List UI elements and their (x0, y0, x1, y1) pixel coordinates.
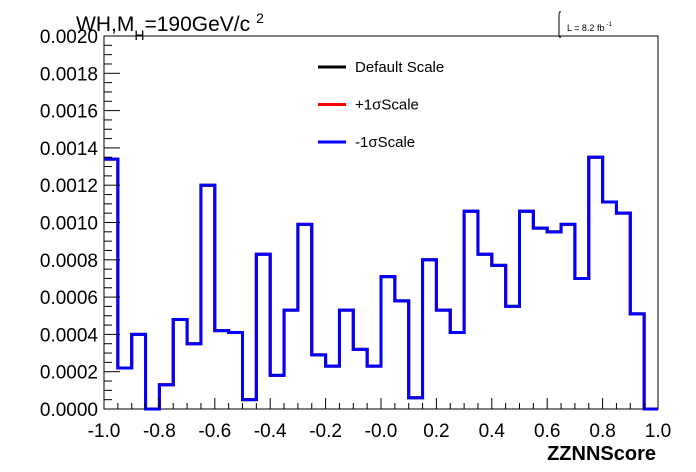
lumi-superscript: -1 (606, 22, 612, 28)
integral-sign-icon (558, 11, 562, 38)
x-tick-label: -0.8 (143, 421, 176, 442)
legend-label: -1σScale (355, 134, 415, 151)
y-tick-label: 0.0000 (40, 400, 98, 421)
title-prefix: WH,M (76, 13, 134, 36)
legend-item: Default Scale (318, 59, 444, 76)
x-tick-label: -0.0 (365, 421, 398, 442)
series-2 (104, 155, 658, 411)
chart-title: WH,MH=190GeV/c 2 (76, 10, 264, 43)
y-tick-label: 0.0008 (40, 251, 98, 272)
x-tick-label: 0.2 (423, 421, 449, 442)
legend-item: +1σScale (318, 97, 419, 114)
y-tick-label: 0.0016 (40, 102, 98, 123)
legend-label: Default Scale (355, 59, 444, 76)
title-subscript: H (134, 27, 144, 43)
x-tick-label: -0.4 (254, 421, 287, 442)
x-tick-label: 0.4 (479, 421, 506, 442)
lumi-text: L = 8.2 fb (567, 23, 604, 33)
y-tick-label: 0.0002 (40, 363, 98, 384)
y-tick-label: 0.0020 (40, 27, 98, 48)
x-tick-label: -1.0 (88, 421, 121, 442)
title-suffix: =190GeV/c (144, 13, 250, 36)
x-axis-label: ZZNNScore (547, 443, 656, 465)
x-tick-label: 1.0 (645, 421, 671, 442)
y-tick-label: 0.0012 (40, 176, 98, 197)
y-tick-label: 0.0010 (40, 214, 98, 235)
luminosity-label: L = 8.2 fb -1 (558, 11, 612, 38)
legend-item: -1σScale (318, 134, 415, 151)
title-superscript: 2 (256, 10, 264, 26)
x-tick-label: -0.2 (309, 421, 342, 442)
plot-area: -1.0 -0.8 -0.6 -0.4 -0.2 -0.0 0.2 0.4 0.6 0.8 1.0 0… (40, 27, 671, 442)
series-line-2 (104, 155, 658, 411)
x-tick-label: 0.8 (589, 421, 615, 442)
y-tick-label: 0.0014 (40, 139, 99, 160)
y-tick-label: 0.0006 (40, 288, 98, 309)
legend: Default Scale +1σScale -1σScale (318, 59, 444, 151)
x-tick-label: 0.6 (534, 421, 560, 442)
y-tick-label: 0.0004 (40, 325, 99, 346)
x-tick-label: -0.6 (198, 421, 231, 442)
legend-label: +1σScale (355, 97, 419, 114)
y-tick-label: 0.0018 (40, 64, 98, 85)
svg-text:L = 8.2 fb-1: L = 8.2 fb -1 (567, 22, 612, 33)
